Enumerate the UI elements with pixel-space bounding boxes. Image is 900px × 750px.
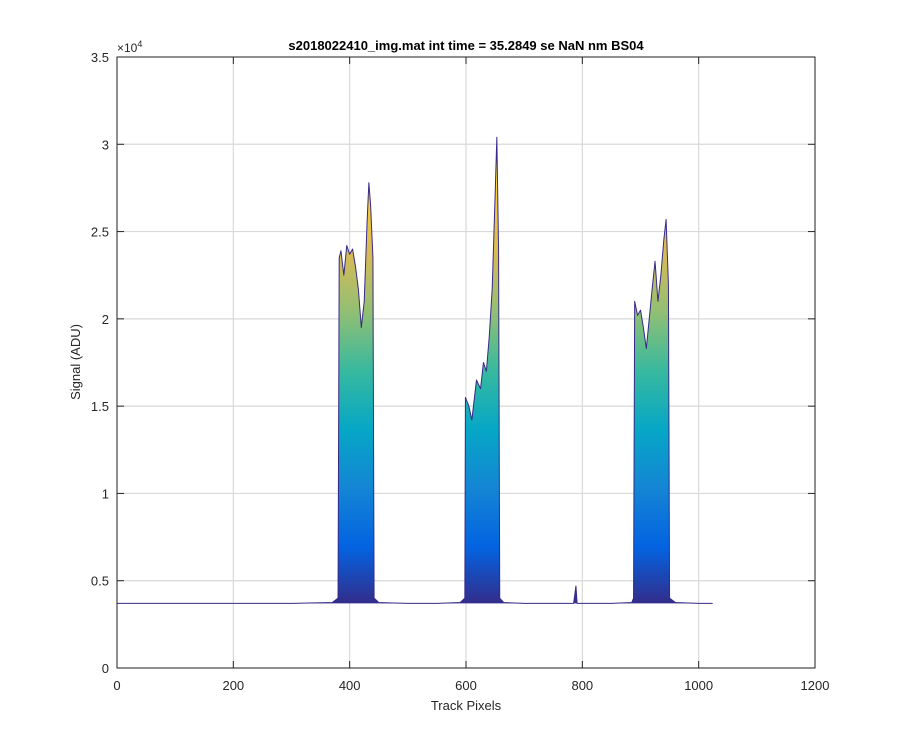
y-exponent-base: ×10: [117, 41, 138, 55]
plot-area: [116, 136, 713, 604]
y-tick-label: 1: [102, 486, 109, 501]
x-tick-label: 200: [222, 678, 244, 693]
x-tick-label: 400: [339, 678, 361, 693]
signal-line: [116, 136, 713, 604]
y-exponent-label: ×104: [117, 39, 142, 55]
y-axis-label: Signal (ADU): [68, 324, 83, 400]
y-tick-label: 3: [102, 137, 109, 152]
ticks: 0 200 400 600 800 1000 1200 0 0.5 1 1.5 2 2.5 3 3.5: [91, 50, 830, 693]
y-tick-label: 2.5: [91, 225, 109, 240]
y-tick-label: 1.5: [91, 399, 109, 414]
y-tick-label: 0: [102, 661, 109, 676]
x-tick-label: 1000: [684, 678, 713, 693]
y-exponent-power: 4: [137, 39, 142, 49]
y-tick-label: 2: [102, 312, 109, 327]
y-tick-label: 3.5: [91, 50, 109, 65]
x-axis-label: Track Pixels: [431, 698, 502, 713]
x-tick-label: 0: [113, 678, 120, 693]
x-tick-label: 600: [455, 678, 477, 693]
y-tick-label: 0.5: [91, 574, 109, 589]
x-tick-label: 1200: [801, 678, 830, 693]
chart-title: s2018022410_img.mat int time = 35.2849 s…: [288, 38, 644, 53]
signal-area: [117, 137, 713, 604]
x-tick-label: 800: [571, 678, 593, 693]
